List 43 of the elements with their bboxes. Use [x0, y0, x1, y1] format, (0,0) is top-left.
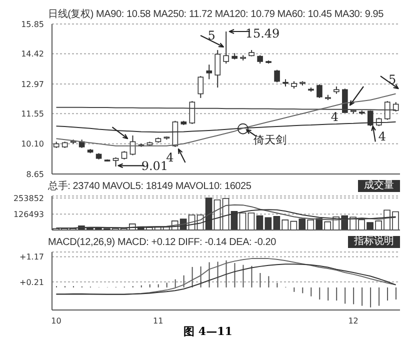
y-tick-label: 15.85	[21, 20, 44, 29]
candlestick	[214, 50, 221, 88]
candlestick	[112, 156, 119, 167]
candlestick	[384, 100, 390, 120]
candlestick	[392, 102, 399, 112]
annotation: 倚天剑	[254, 134, 287, 147]
line-series	[56, 264, 396, 295]
y-tick-label: +1.17	[19, 252, 44, 262]
y-tick-label: 10.10	[21, 140, 44, 149]
annotation: 4	[166, 150, 174, 164]
y-tick-label: 8.65	[26, 170, 44, 179]
chart-title: MACD(12,26,9) MACD: +0.12 DIFF: -0.14 DEA: -0.20	[48, 236, 276, 248]
candlestick	[223, 31, 230, 64]
bar	[282, 220, 289, 230]
candlestick	[316, 84, 322, 98]
candlestick	[342, 88, 348, 114]
bar	[256, 215, 264, 230]
line-series	[56, 258, 396, 296]
x-tick-label: 12	[348, 316, 358, 326]
candlestick	[198, 76, 204, 98]
text: 指标说明	[348, 236, 400, 248]
bar	[264, 217, 272, 230]
chart-title: 总手: 23740 MAVOL5: 18149 MAVOL10: 16025	[48, 180, 252, 193]
text: 成交量	[358, 180, 400, 192]
y-tick-label: 253852	[13, 194, 44, 203]
x-tick-label: 10	[51, 316, 62, 326]
y-tick-label: 12.97	[21, 80, 44, 89]
chart-title: 日线(复权) MA90: 10.58 MA250: 11.72 MA120: 10.79 MA60: 10.45 MA30: 9.95	[48, 8, 384, 21]
annotation: 15.49	[245, 26, 280, 41]
annotation: 4	[378, 130, 386, 144]
candlestick	[189, 100, 196, 124]
x-tick-label: 11	[153, 316, 164, 326]
candlestick	[274, 69, 280, 83]
annotation: 4	[330, 110, 339, 124]
y-tick-label: 11.55	[21, 109, 44, 118]
y-tick-label: +0.21	[19, 278, 44, 287]
y-tick-label: 126493	[13, 210, 44, 219]
caption: 图 4—11	[182, 325, 234, 338]
candlestick	[206, 64, 212, 80]
bar	[273, 216, 280, 230]
annotation: 5	[208, 28, 216, 43]
y-tick-label: 14.42	[21, 50, 44, 59]
annotation: 9.01	[141, 158, 168, 173]
